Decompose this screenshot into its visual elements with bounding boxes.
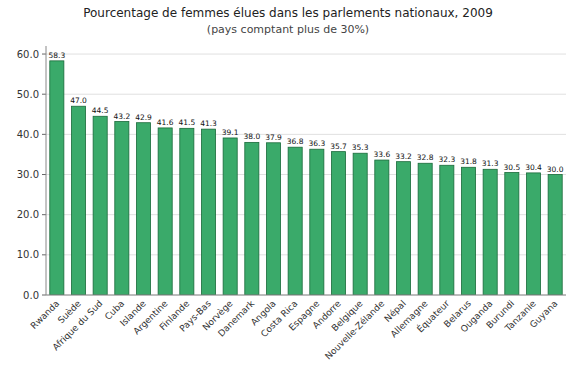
data-label: 43.2 (113, 112, 130, 121)
grid-line (46, 54, 566, 55)
bar (310, 149, 324, 295)
data-label: 42.9 (135, 113, 152, 122)
x-tick-label: Guyana (528, 298, 560, 330)
bar (331, 152, 345, 295)
data-label: 30.5 (503, 163, 520, 172)
data-label: 33.6 (373, 150, 390, 159)
data-label: 41.3 (200, 119, 217, 128)
y-tick (42, 295, 46, 296)
data-label: 30.0 (547, 165, 564, 174)
data-label: 32.3 (438, 155, 455, 164)
y-tick-label: 0.0 (23, 290, 39, 301)
data-label: 37.9 (265, 133, 282, 142)
y-tick (42, 214, 46, 215)
bar (136, 123, 150, 295)
bar (115, 122, 129, 295)
bar (158, 128, 172, 295)
title: Pourcentage de femmes élues dans les par… (83, 6, 493, 20)
x-tick-label: Nouvelle-Zélande (323, 298, 386, 361)
data-label: 35.7 (330, 142, 347, 151)
y-tick-label: 40.0 (17, 129, 39, 140)
data-label: 58.3 (48, 51, 65, 60)
bar (375, 160, 389, 295)
y-tick (42, 54, 46, 55)
data-label: 31.8 (460, 157, 477, 166)
data-label: 38.0 (243, 132, 260, 141)
data-label: 35.3 (352, 143, 369, 152)
grid-line (46, 94, 566, 95)
bar (266, 143, 280, 295)
bar (245, 142, 259, 295)
y-tick (42, 134, 46, 135)
bar (505, 173, 519, 295)
bar (288, 147, 302, 295)
y-tick (42, 254, 46, 255)
data-label: 32.8 (417, 153, 434, 162)
data-label: 36.3 (308, 139, 325, 148)
y-tick-label: 10.0 (17, 249, 39, 260)
bar (461, 167, 475, 295)
bar (180, 128, 194, 295)
data-label: 39.1 (222, 128, 239, 137)
grid-line (46, 295, 566, 296)
x-axis: RwandaSuèdeAfrique du SudCubaIslandeArge… (29, 297, 560, 361)
data-label: 47.0 (70, 96, 87, 105)
data-label: 33.2 (395, 152, 412, 161)
y-axis-line (46, 46, 47, 295)
y-tick-label: 60.0 (17, 49, 39, 60)
y-tick-label: 30.0 (17, 169, 39, 180)
bar (50, 61, 64, 295)
bar (483, 169, 497, 295)
bar (71, 106, 85, 295)
bar (440, 165, 454, 295)
y-tick (42, 94, 46, 95)
x-tick-label: Équateur (414, 297, 451, 334)
data-label: 36.8 (287, 137, 304, 146)
subtitle: (pays comptant plus de 30%) (207, 23, 369, 36)
chart: Pourcentage de femmes élues dans les par… (0, 0, 576, 367)
data-labels: 58.3 47.0 44.5 43.2 42.9 41.6 41.5 41.3 39.1 38.0… (48, 51, 563, 174)
data-label: 41.5 (178, 118, 195, 127)
data-label: 41.6 (157, 118, 174, 127)
bar (201, 129, 215, 295)
bar (93, 116, 107, 295)
x-tick-label: Afrique du Sud (51, 298, 105, 352)
bar (548, 175, 562, 295)
bar (526, 173, 540, 295)
bars (50, 61, 562, 295)
y-tick (42, 174, 46, 175)
bar (396, 162, 410, 295)
data-label: 44.5 (92, 106, 109, 115)
data-label: 30.4 (525, 163, 542, 172)
x-axis-line (46, 295, 566, 296)
x-tick-label: Rwanda (29, 298, 62, 331)
y-tick-label: 20.0 (17, 209, 39, 220)
y-axis: 0.0 10.0 20.0 30.0 40.0 50.0 60.0 (17, 49, 566, 301)
data-label: 31.3 (482, 159, 499, 168)
bar (418, 163, 432, 295)
bar (353, 153, 367, 295)
y-tick-label: 50.0 (17, 89, 39, 100)
bar (223, 138, 237, 295)
